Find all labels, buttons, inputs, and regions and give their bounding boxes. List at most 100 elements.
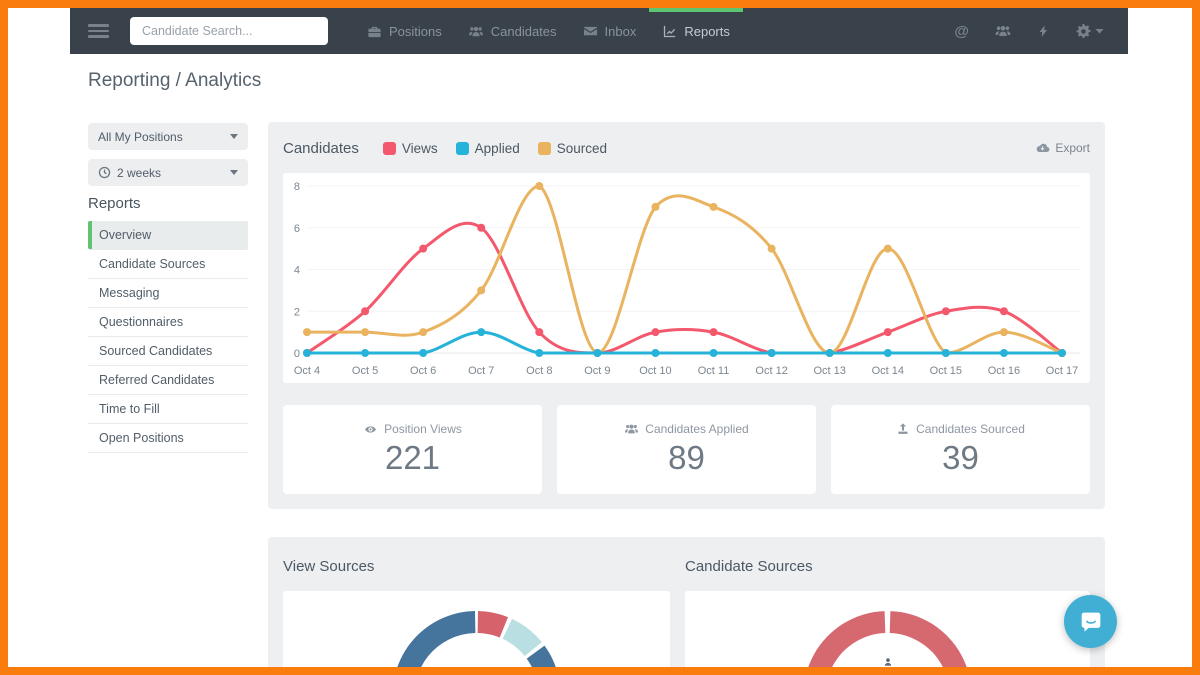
sidebar-item-referred-candidates[interactable]: Referred Candidates (88, 366, 248, 395)
at-mention-icon: @ (954, 22, 969, 40)
legend-item-applied[interactable]: Applied (455, 140, 520, 156)
sidebar-item-label: Candidate Sources (99, 257, 206, 271)
svg-text:Oct 9: Oct 9 (584, 365, 610, 377)
dropdown-label: All My Positions (98, 129, 183, 144)
nav-item-candidates[interactable]: Candidates (455, 8, 570, 54)
legend-label: Sourced (556, 140, 608, 156)
stat-card-candidates-applied: Candidates Applied 89 (557, 405, 816, 494)
nav-item-positions[interactable]: Positions (354, 8, 455, 54)
reports-section-title: Reports (88, 195, 141, 212)
svg-text:6: 6 (294, 223, 300, 235)
svg-text:Oct 5: Oct 5 (352, 365, 378, 377)
svg-text:Oct 6: Oct 6 (410, 365, 436, 377)
settings-button[interactable] (1075, 23, 1104, 40)
svg-text:Oct 11: Oct 11 (698, 365, 730, 377)
svg-text:0: 0 (294, 348, 300, 360)
nav-item-inbox[interactable]: Inbox (570, 8, 650, 54)
chevron-down-icon (1095, 29, 1104, 34)
sidebar-item-label: Messaging (99, 286, 160, 300)
legend-swatch-views (382, 141, 396, 155)
sidebar-item-overview[interactable]: Overview (88, 221, 248, 250)
menu-button[interactable] (88, 24, 109, 38)
view-sources-title: View Sources (283, 558, 375, 575)
svg-text:Oct 8: Oct 8 (526, 365, 552, 377)
sidebar-item-sourced-candidates[interactable]: Sourced Candidates (88, 337, 248, 366)
legend-label: Views (401, 140, 438, 156)
line-chart-container: 0 2 4 6 8 Oct 4 Oct 5 Oct 6 Oct 7 Oct 8 Oct 9 Oct 1… (283, 173, 1090, 383)
svg-text:Oct 12: Oct 12 (755, 365, 787, 377)
primary-nav: Positions Candidates Inbox Reports (354, 8, 743, 54)
nav-item-label: Reports (684, 23, 730, 39)
stat-value: 221 (384, 439, 441, 476)
svg-text:Oct 17: Oct 17 (1046, 365, 1078, 377)
svg-text:Oct 15: Oct 15 (930, 365, 962, 377)
candidate-sources-chart-container (685, 591, 1090, 667)
chart-header: Candidates Views Applied Sourced Export (283, 137, 1090, 159)
eye-icon (365, 425, 377, 433)
mentions-button[interactable]: @ (954, 23, 969, 40)
export-button[interactable]: Export (1035, 141, 1090, 155)
caret-down-icon (230, 134, 238, 139)
sidebar-item-label: Sourced Candidates (99, 344, 213, 358)
positions-filter-dropdown[interactable]: All My Positions (88, 123, 248, 150)
stat-card-position-views: Position Views 221 (283, 405, 542, 494)
sidebar-item-open-positions[interactable]: Open Positions (88, 424, 248, 453)
users-icon (468, 26, 483, 36)
sidebar-item-label: Referred Candidates (99, 373, 215, 387)
view-sources-chart-container (283, 591, 670, 667)
time-range-dropdown[interactable]: 2 weeks (88, 159, 248, 186)
stat-label: Candidates Applied (645, 422, 749, 436)
main-content: Candidates Views Applied Sourced Export (268, 122, 1105, 667)
sidebar-item-messaging[interactable]: Messaging (88, 279, 248, 308)
legend-swatch-sourced (537, 141, 551, 155)
nav-item-label: Inbox (604, 23, 637, 39)
chart-title: Candidates (283, 139, 359, 157)
legend-item-views[interactable]: Views (382, 140, 438, 156)
sidebar-item-label: Questionnaires (99, 315, 184, 329)
view-sources-section: View Sources (283, 551, 670, 667)
team-button[interactable] (994, 23, 1012, 39)
upload-icon (898, 423, 908, 434)
sidebar-item-candidate-sources[interactable]: Candidate Sources (88, 250, 248, 279)
candidate-sources-title: Candidate Sources (685, 558, 813, 575)
dropdown-label: 2 weeks (117, 165, 162, 180)
view-sources-donut (397, 611, 556, 667)
sidebar-item-label: Overview (99, 228, 152, 242)
sidebar-item-questionnaires[interactable]: Questionnaires (88, 308, 248, 337)
legend-label: Applied (474, 140, 520, 156)
nav-item-reports[interactable]: Reports (649, 8, 743, 54)
active-item-bar (88, 221, 92, 249)
users-icon (625, 424, 639, 434)
svg-text:Oct 13: Oct 13 (813, 365, 845, 377)
top-navbar: Positions Candidates Inbox Reports @ (70, 8, 1128, 54)
chart-line-icon (664, 25, 676, 37)
app-page: Positions Candidates Inbox Reports @ (8, 8, 1192, 667)
bolt-icon (1039, 25, 1048, 37)
activity-button[interactable] (1037, 23, 1050, 39)
chat-bubble-icon (1081, 612, 1100, 632)
navbar-utilities: @ (954, 23, 1104, 40)
reports-list: Overview Candidate Sources Messaging Que… (88, 221, 248, 453)
cloud-download-icon (1036, 143, 1050, 152)
sidebar-item-label: Time to Fill (99, 402, 160, 416)
team-icon (995, 26, 1011, 36)
legend-swatch-applied (455, 141, 469, 155)
candidate-search-input[interactable] (130, 17, 328, 45)
legend-item-sourced[interactable]: Sourced (537, 140, 608, 156)
candidate-sources-section: Candidate Sources (685, 551, 1090, 667)
svg-text:2: 2 (294, 306, 300, 318)
sidebar-item-time-to-fill[interactable]: Time to Fill (88, 395, 248, 424)
candidates-overview-card: Candidates Views Applied Sourced Export (268, 122, 1105, 509)
stat-label: Candidates Sourced (916, 422, 1025, 436)
svg-text:Oct 14: Oct 14 (872, 365, 904, 377)
sources-card: View Sources Candidate Sources (268, 537, 1105, 667)
candidate-sources-donut (808, 611, 967, 667)
chat-button[interactable] (1064, 595, 1117, 648)
svg-text:Oct 10: Oct 10 (639, 365, 671, 377)
briefcase-icon (368, 26, 381, 37)
svg-text:Oct 7: Oct 7 (468, 365, 494, 377)
sidebar-item-label: Open Positions (99, 431, 184, 445)
stat-card-candidates-sourced: Candidates Sourced 39 (831, 405, 1090, 494)
envelope-icon (583, 26, 597, 35)
